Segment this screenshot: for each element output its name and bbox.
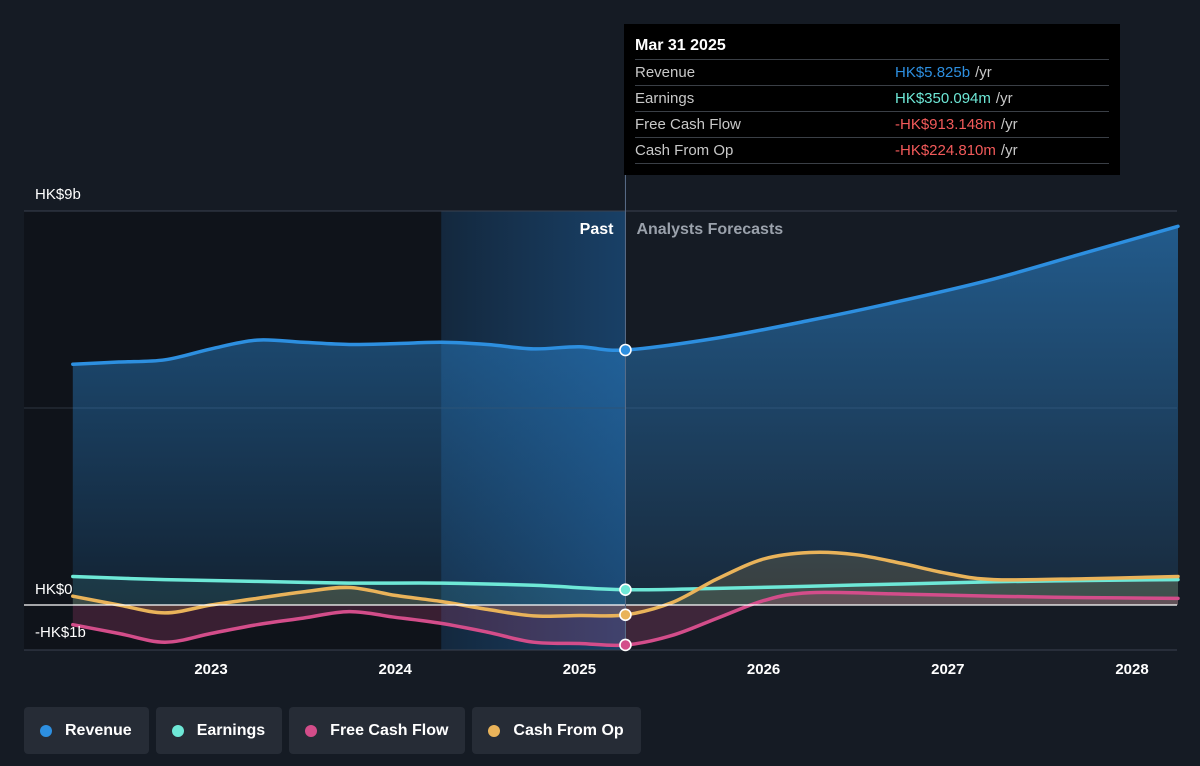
x-tick-label: 2023 [194, 661, 227, 678]
cash-from-op-area [72, 552, 1178, 617]
highlight-dots [619, 343, 632, 652]
legend-label: Cash From Op [513, 721, 624, 739]
axis-labels: HK$9b HK$0 -HK$1b Past Analysts Forecasts 202… [35, 186, 1149, 678]
revenue-dot-icon [40, 724, 52, 737]
legend-label: Revenue [65, 721, 132, 739]
x-tick-label: 2024 [379, 661, 413, 678]
past-label: Past [580, 221, 614, 238]
y-label-zero: HK$0 [35, 581, 73, 598]
tooltip-date: Mar 31 2025 [635, 37, 726, 54]
legend-item-earnings[interactable]: Earnings [155, 707, 283, 754]
tooltip-value: -HK$224.810m [895, 142, 996, 159]
tooltip-label: Cash From Op [635, 142, 734, 159]
revenue-line [71, 224, 1180, 366]
tooltip-row-free-cash-flow: Free Cash Flow -HK$913.148m /yr [635, 111, 1109, 137]
tooltip: Mar 31 2025 Revenue HK$5.825b /yr Earnin… [624, 24, 1120, 175]
tooltip-value: HK$5.825b [895, 64, 971, 81]
legend: Revenue Earnings Free Cash Flow Cash Fro… [24, 707, 641, 754]
free-cash-flow-line [71, 590, 1180, 648]
cash-from-op-line [71, 550, 1180, 619]
tooltip-label: Free Cash Flow [635, 116, 741, 133]
tooltip-unit: /yr [995, 90, 1013, 107]
free-cash-flow-dot-icon [305, 724, 318, 737]
free-cash-flow-point [619, 638, 632, 652]
chart: HK$9b HK$0 -HK$1b Past Analysts Forecasts 202… [24, 175, 1180, 678]
legend-label: Free Cash Flow [330, 721, 449, 739]
tooltip-value: HK$350.094m [895, 90, 991, 107]
forecast-label: Analysts Forecasts [636, 221, 783, 238]
tooltip-value: -HK$913.148m [895, 116, 996, 133]
revenue-point [619, 343, 632, 357]
tooltip-row-revenue: Revenue HK$5.825b /yr [635, 59, 1109, 85]
legend-item-free-cash-flow[interactable]: Free Cash Flow [289, 707, 466, 754]
x-tick-label: 2028 [1115, 661, 1148, 678]
legend-label: Earnings [196, 721, 266, 739]
tooltip-row-cash-from-op: Cash From Op -HK$224.810m /yr [635, 137, 1109, 164]
x-tick-label: 2026 [747, 661, 780, 678]
tooltip-unit: /yr [1000, 116, 1018, 133]
earnings-point [619, 583, 632, 596]
y-label-top: HK$9b [35, 186, 81, 203]
x-tick-label: 2025 [563, 661, 596, 678]
cash-from-op-dot-icon [488, 724, 501, 737]
legend-item-revenue[interactable]: Revenue [24, 707, 149, 754]
cash-from-op-point [619, 608, 632, 622]
tooltip-unit: /yr [975, 64, 992, 81]
tooltip-label: Earnings [635, 90, 695, 107]
y-label-bottom: -HK$1b [35, 624, 86, 641]
earnings-dot-icon [171, 724, 184, 737]
tooltip-row-earnings: Earnings HK$350.094m /yr [635, 85, 1109, 111]
tooltip-unit: /yr [1000, 142, 1018, 159]
x-tick-label: 2027 [931, 661, 964, 678]
tooltip-label: Revenue [635, 64, 696, 81]
legend-item-cash-from-op[interactable]: Cash From Op [472, 707, 641, 754]
